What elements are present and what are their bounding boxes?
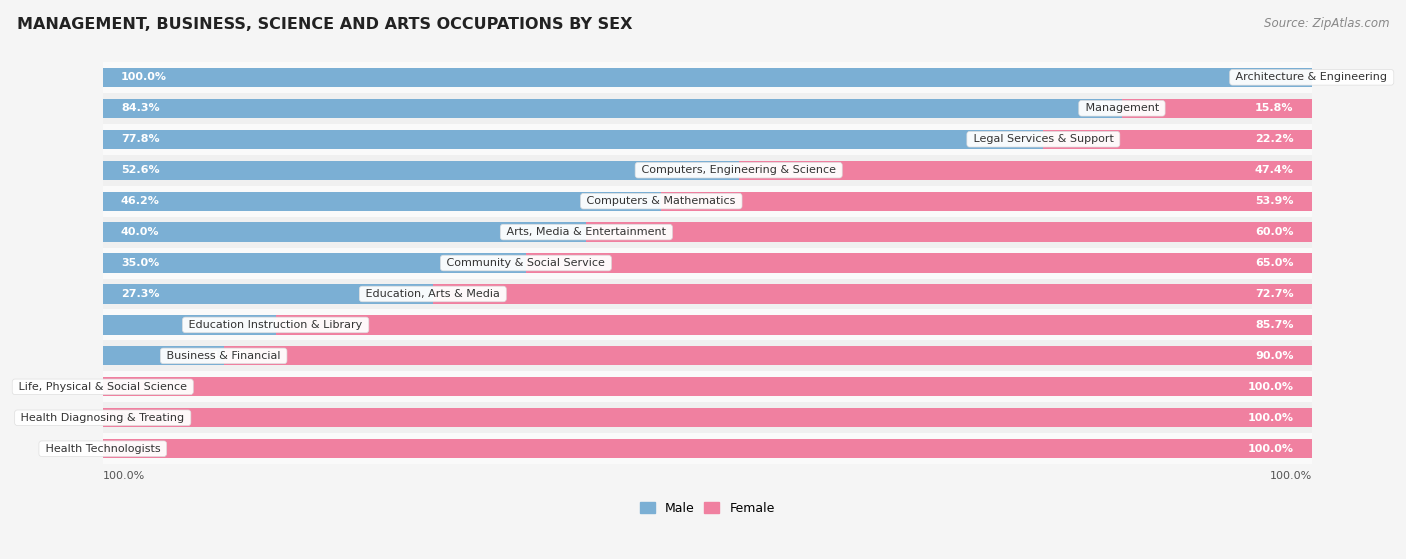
Text: 40.0%: 40.0% xyxy=(121,227,159,237)
Text: Education Instruction & Library: Education Instruction & Library xyxy=(186,320,366,330)
Bar xyxy=(103,402,1312,433)
Bar xyxy=(103,408,1312,428)
Text: 35.0%: 35.0% xyxy=(121,258,159,268)
Bar xyxy=(103,99,1122,118)
Text: 100.0%: 100.0% xyxy=(1247,444,1294,454)
Bar xyxy=(103,285,433,304)
Text: Arts, Media & Entertainment: Arts, Media & Entertainment xyxy=(503,227,669,237)
Text: Computers & Mathematics: Computers & Mathematics xyxy=(583,196,740,206)
Text: 100.0%: 100.0% xyxy=(1247,382,1294,392)
Text: 0.0%: 0.0% xyxy=(1278,72,1306,82)
Text: 100.0%: 100.0% xyxy=(103,471,145,481)
Bar xyxy=(103,439,1312,458)
Text: Computers, Engineering & Science: Computers, Engineering & Science xyxy=(638,165,839,175)
Text: 90.0%: 90.0% xyxy=(1256,351,1294,361)
Text: Business & Financial: Business & Financial xyxy=(163,351,284,361)
Text: 100.0%: 100.0% xyxy=(1270,471,1312,481)
Bar xyxy=(103,130,1043,149)
Text: Health Technologists: Health Technologists xyxy=(42,444,165,454)
Bar xyxy=(224,346,1312,366)
Text: MANAGEMENT, BUSINESS, SCIENCE AND ARTS OCCUPATIONS BY SEX: MANAGEMENT, BUSINESS, SCIENCE AND ARTS O… xyxy=(17,17,633,32)
Bar xyxy=(103,186,1312,216)
Text: 15.8%: 15.8% xyxy=(1256,103,1294,113)
Bar xyxy=(103,433,1312,464)
Bar xyxy=(738,160,1312,180)
Bar xyxy=(103,192,661,211)
Text: 65.0%: 65.0% xyxy=(1256,258,1294,268)
Text: 85.7%: 85.7% xyxy=(1256,320,1294,330)
Text: Health Diagnosing & Treating: Health Diagnosing & Treating xyxy=(17,413,188,423)
Text: Management: Management xyxy=(1081,103,1163,113)
Bar xyxy=(103,62,1312,93)
Text: 60.0%: 60.0% xyxy=(1256,227,1294,237)
Text: 27.3%: 27.3% xyxy=(121,289,159,299)
Bar xyxy=(103,278,1312,310)
Text: 47.4%: 47.4% xyxy=(1254,165,1294,175)
Text: 14.3%: 14.3% xyxy=(263,320,302,330)
Bar xyxy=(103,93,1312,124)
Text: 10.0%: 10.0% xyxy=(211,351,250,361)
Text: 53.9%: 53.9% xyxy=(1256,196,1294,206)
Bar xyxy=(661,192,1313,211)
Bar xyxy=(103,310,1312,340)
Text: 100.0%: 100.0% xyxy=(121,72,167,82)
Text: 84.3%: 84.3% xyxy=(121,103,159,113)
Bar xyxy=(1122,99,1313,118)
Bar xyxy=(103,222,586,241)
Text: 100.0%: 100.0% xyxy=(1247,413,1294,423)
Text: 46.2%: 46.2% xyxy=(121,196,160,206)
Text: Legal Services & Support: Legal Services & Support xyxy=(970,134,1116,144)
Text: Architecture & Engineering: Architecture & Engineering xyxy=(1233,72,1391,82)
Text: 52.6%: 52.6% xyxy=(121,165,159,175)
Bar xyxy=(276,315,1312,334)
Text: Source: ZipAtlas.com: Source: ZipAtlas.com xyxy=(1264,17,1389,30)
Text: 0.0%: 0.0% xyxy=(108,413,136,423)
Text: Community & Social Service: Community & Social Service xyxy=(443,258,609,268)
Text: 77.8%: 77.8% xyxy=(121,134,159,144)
Text: Life, Physical & Social Science: Life, Physical & Social Science xyxy=(15,382,190,392)
Text: 72.7%: 72.7% xyxy=(1256,289,1294,299)
Bar xyxy=(103,315,276,334)
Bar xyxy=(1043,130,1312,149)
Text: 0.0%: 0.0% xyxy=(108,444,136,454)
Bar xyxy=(586,222,1312,241)
Bar xyxy=(103,253,526,273)
Legend: Male, Female: Male, Female xyxy=(634,497,780,520)
Bar xyxy=(103,68,1312,87)
Text: 22.2%: 22.2% xyxy=(1256,134,1294,144)
Bar xyxy=(103,377,1312,396)
Bar xyxy=(433,285,1312,304)
Bar xyxy=(103,346,224,366)
Bar xyxy=(103,155,1312,186)
Text: Education, Arts & Media: Education, Arts & Media xyxy=(363,289,503,299)
Bar xyxy=(103,371,1312,402)
Bar xyxy=(103,124,1312,155)
Bar xyxy=(103,216,1312,248)
Bar xyxy=(526,253,1312,273)
Bar xyxy=(103,160,738,180)
Text: 0.0%: 0.0% xyxy=(108,382,136,392)
Bar xyxy=(103,248,1312,278)
Bar xyxy=(103,340,1312,371)
